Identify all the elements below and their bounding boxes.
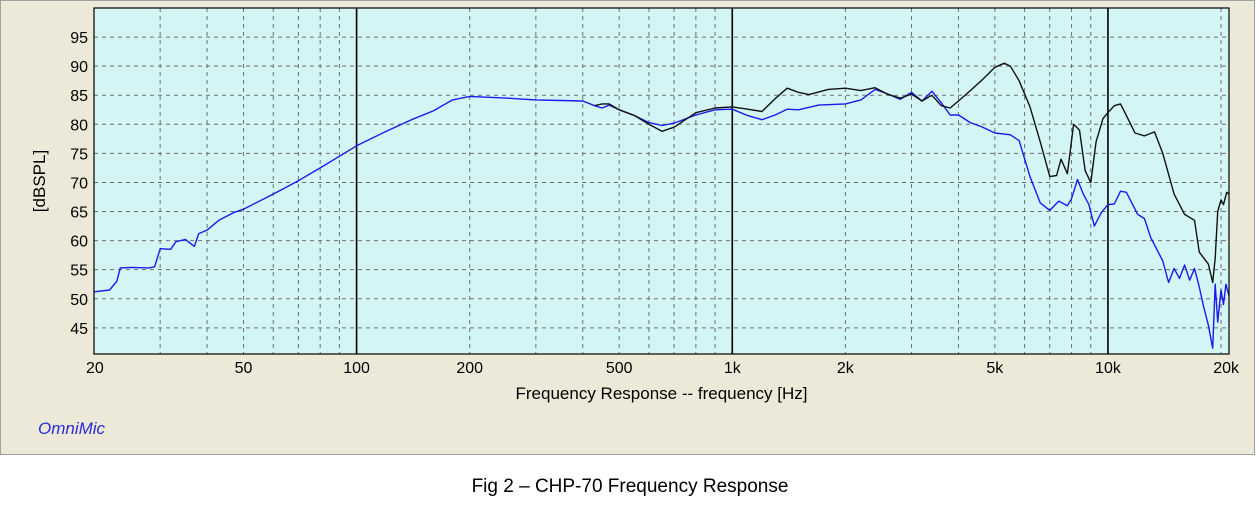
y-tick-label: 80 (70, 117, 88, 134)
x-tick-label: 1k (724, 360, 742, 377)
chart-panel: 45 50 55 60 65 70 75 80 85 90 95 20 50 100 200 500 1k 2k… (0, 0, 1255, 455)
series-layer (93, 62, 1230, 349)
y-axis-title: [dBSPL] (30, 150, 49, 212)
plot-frame (93, 7, 1230, 355)
x-tick-label: 20 (86, 360, 104, 377)
x-tick-label: 200 (456, 360, 483, 377)
x-tick-label: 100 (343, 360, 370, 377)
x-tick-labels: 20 50 100 200 500 1k 2k 5k 10k 20k (86, 360, 1240, 377)
series-line-1 (93, 88, 1230, 349)
x-tick-label: 50 (235, 360, 253, 377)
x-tick-label: 5k (986, 360, 1004, 377)
y-tick-label: 90 (70, 59, 88, 76)
major-grid (355, 8, 1109, 354)
x-axis-title: Frequency Response -- frequency [Hz] (516, 384, 808, 403)
y-tick-label: 50 (70, 292, 88, 309)
minor-grid (94, 8, 1229, 354)
y-tick-label: 85 (70, 88, 88, 105)
y-tick-label: 60 (70, 234, 88, 251)
y-tick-label: 95 (70, 30, 88, 47)
x-tick-label: 20k (1213, 360, 1240, 377)
frequency-response-chart: 45 50 55 60 65 70 75 80 85 90 95 20 50 100 200 500 1k 2k… (30, 7, 1240, 403)
y-tick-labels: 45 50 55 60 65 70 75 80 85 90 95 (70, 30, 88, 338)
x-tick-label: 500 (606, 360, 633, 377)
y-tick-label: 45 (70, 321, 88, 338)
y-tick-label: 70 (70, 175, 88, 192)
series-line-2 (594, 62, 1230, 284)
figure-caption: Fig 2 – CHP-70 Frequency Response (471, 476, 789, 497)
y-tick-label: 65 (70, 205, 88, 222)
x-tick-label: 10k (1095, 360, 1122, 377)
y-tick-label: 55 (70, 263, 88, 280)
plot-area (94, 8, 1229, 354)
x-tick-label: 2k (837, 360, 855, 377)
y-tick-label: 75 (70, 146, 88, 163)
omnimic-brand-label: OmniMic (38, 419, 106, 438)
